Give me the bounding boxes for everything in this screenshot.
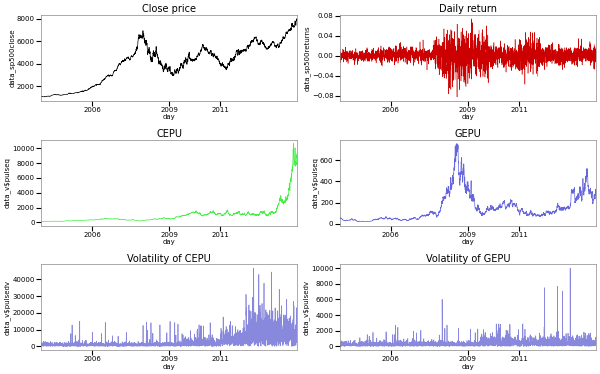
- Y-axis label: data_v$pulsedv: data_v$pulsedv: [303, 280, 310, 335]
- Y-axis label: data_v$pulseq: data_v$pulseq: [4, 157, 11, 208]
- Y-axis label: data_v$pulseq: data_v$pulseq: [312, 157, 319, 208]
- Title: Volatility of GEPU: Volatility of GEPU: [425, 254, 510, 264]
- Title: Volatility of CEPU: Volatility of CEPU: [127, 254, 211, 264]
- Title: GEPU: GEPU: [454, 129, 481, 139]
- Title: Close price: Close price: [142, 4, 196, 14]
- X-axis label: day: day: [461, 364, 474, 370]
- Y-axis label: data_sp500close: data_sp500close: [8, 29, 16, 87]
- Title: CEPU: CEPU: [156, 129, 182, 139]
- X-axis label: day: day: [163, 239, 176, 245]
- Y-axis label: data_sp500returns: data_sp500returns: [304, 25, 310, 91]
- X-axis label: day: day: [163, 114, 176, 120]
- X-axis label: day: day: [461, 239, 474, 245]
- Title: Daily return: Daily return: [439, 4, 497, 14]
- Y-axis label: data_v$pulsedv: data_v$pulsedv: [4, 280, 11, 335]
- X-axis label: day: day: [163, 364, 176, 370]
- X-axis label: day: day: [461, 114, 474, 120]
